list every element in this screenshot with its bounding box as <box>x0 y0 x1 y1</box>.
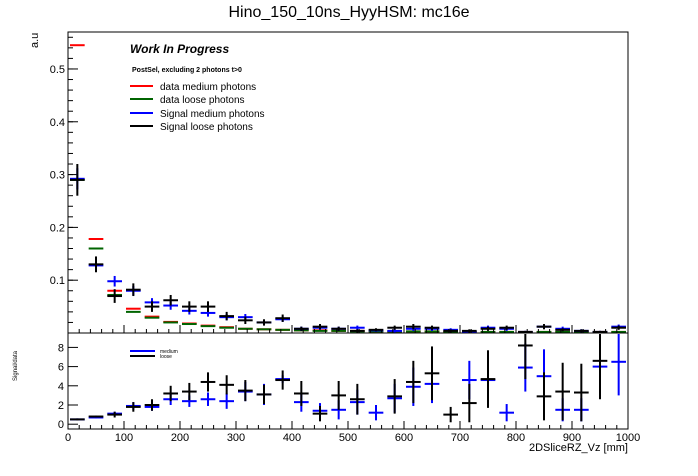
upper-legend: data medium photons data loose photons S… <box>130 82 265 133</box>
lower-x-tick-label: 800 <box>507 432 525 444</box>
lower-legend-label-1: loose <box>160 354 172 360</box>
lower-pad: Signal/data 0 2 4 6 8 0 100 200 300 400 500 600 700… <box>13 325 640 454</box>
lower-x-tick-label: 1000 <box>616 432 640 444</box>
annotation-text: Work In Progress <box>130 42 229 56</box>
legend-label-3: Signal loose photons <box>160 122 253 133</box>
selection-text: PostSel, excluding 2 photons t>0 <box>132 67 242 74</box>
lower-legend-label-0: medium <box>160 349 178 355</box>
legend-label-0: data medium photons <box>160 82 256 93</box>
lower-y-axis-label: Signal/data <box>13 350 19 381</box>
lower-x-tick-label: 700 <box>451 432 469 444</box>
lower-legend: medium loose <box>130 349 178 360</box>
lower-series <box>70 334 626 423</box>
upper-pad: a.u 0.1 0.2 0.3 0.4 0.5 Work In Progress Pos… <box>29 31 629 334</box>
lower-x-tick-label: 300 <box>227 432 245 444</box>
upper-y-ticks: 0.1 0.2 0.3 0.4 0.5 <box>50 36 78 323</box>
chart-title: Hino_150_10ns_HyyHSM: mc16e <box>228 4 469 21</box>
lower-y-tick-label: 4 <box>58 381 64 393</box>
lower-y-tick-label: 6 <box>58 362 64 374</box>
lower-x-tick-label: 500 <box>339 432 357 444</box>
lower-y-tick-label: 8 <box>58 342 64 354</box>
upper-y-tick-label: 0.2 <box>50 222 65 234</box>
x-axis-label: 2DSliceRZ_Vz [mm] <box>529 442 628 454</box>
lower-y-tick-label: 0 <box>58 419 64 431</box>
lower-x-tick-label: 0 <box>65 432 71 444</box>
upper-y-tick-label: 0.5 <box>50 64 65 76</box>
lower-x-tick-label: 600 <box>395 432 413 444</box>
legend-label-2: Signal medium photons <box>160 109 265 120</box>
lower-y-ticks: 0 2 4 6 8 <box>58 342 78 431</box>
lower-x-tick-label: 200 <box>171 432 189 444</box>
lower-x-tick-label: 400 <box>283 432 301 444</box>
upper-frame <box>67 31 629 334</box>
lower-x-ticks: 0 100 200 300 400 500 600 700 800 900 1000 <box>65 325 640 444</box>
legend-label-1: data loose photons <box>160 95 245 106</box>
upper-y-tick-label: 0.3 <box>50 170 65 182</box>
lower-y-tick-label: 2 <box>58 400 64 412</box>
upper-y-tick-label: 0.4 <box>50 117 65 129</box>
upper-y-axis-label: a.u <box>29 33 41 48</box>
upper-series <box>70 44 626 333</box>
upper-y-tick-label: 0.1 <box>50 275 65 287</box>
lower-x-tick-label: 100 <box>115 432 133 444</box>
lower-x-tick-label: 900 <box>563 432 581 444</box>
